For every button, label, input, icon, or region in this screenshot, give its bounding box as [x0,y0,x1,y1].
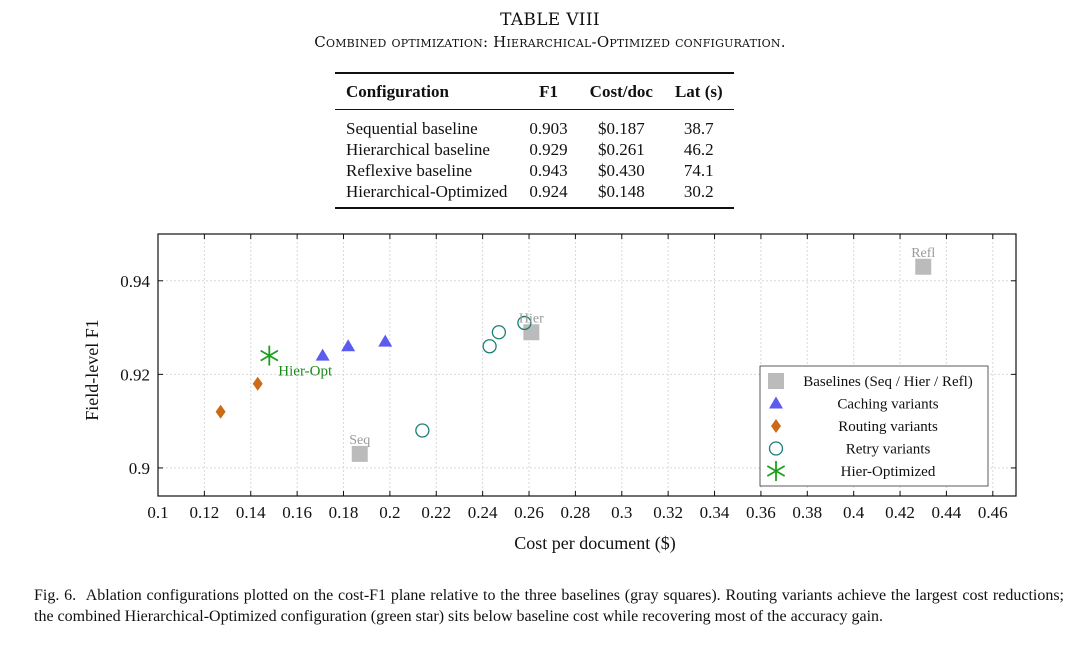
x-tick-label: 0.36 [746,503,776,522]
x-tick-label: 0.24 [468,503,498,522]
table-cell: 0.924 [529,182,568,201]
x-tick-label: 0.42 [885,503,915,522]
retry-marker [482,339,497,354]
y-tick-label: 0.92 [120,365,150,384]
baseline-marker [351,445,368,462]
retry-marker [491,325,507,340]
legend-caching-marker [769,396,783,409]
legend-label: Baselines (Seq / Hier / Refl) [803,374,973,390]
table-cell: 38.7 [683,119,714,138]
x-tick-label: 0.12 [190,503,220,522]
x-tick-label: 0.32 [653,503,683,522]
x-tick-label: 0.34 [700,503,730,522]
table-row: Sequential baseline 0.903 $0.187 38.7 [335,110,734,140]
routing-marker [215,404,226,419]
legend-label: Routing variants [838,419,938,435]
caching-marker [315,348,330,361]
legend-hier-optimized-marker [766,461,786,481]
table-row: Hierarchical-Optimized 0.924 $0.148 30.2 [335,181,734,208]
legend-label: Hier-Optimized [841,464,936,480]
column-header: F1 [539,82,558,101]
x-tick-label: 0.46 [978,503,1008,522]
caching-marker [341,339,356,352]
retry-marker [415,423,430,438]
x-axis-label: Cost per document ($) [514,533,675,554]
x-tick-label: 0.44 [932,503,962,522]
x-tick-label: 0.26 [514,503,544,522]
x-tick-label: 0.1 [147,503,168,522]
table-cell: 46.2 [683,140,714,159]
x-tick-label: 0.14 [236,503,266,522]
caching-marker [378,334,393,347]
x-tick-label: 0.22 [421,503,451,522]
point-label: Hier [519,311,544,326]
table-cell: 0.903 [529,119,568,138]
x-tick-label: 0.28 [561,503,591,522]
point-label: Hier-Opt [278,364,333,380]
table-cell: 0.929 [529,140,568,159]
legend-baseline-marker [768,373,784,389]
table-cell: $0.148 [597,182,645,201]
table-number: TABLE VIII [500,10,600,30]
table-row: Hierarchical baseline 0.929 $0.261 46.2 [335,139,734,160]
x-tick-label: 0.18 [329,503,359,522]
routing-marker [252,376,263,391]
table-cell: Hierarchical baseline [346,140,490,159]
table-header-row: Configuration F1 Cost/doc Lat (s) [335,73,734,110]
x-tick-label: 0.16 [282,503,312,522]
table-cell: $0.187 [597,119,645,138]
legend-retry-marker [768,441,784,456]
legend-label: Caching variants [837,397,938,413]
legend-box [759,365,989,487]
plot-frame [157,233,1017,497]
table-cell: 30.2 [683,182,714,201]
table-row: Reflexive baseline 0.943 $0.430 74.1 [335,160,734,181]
table-cell: 74.1 [683,161,714,180]
legend-routing-marker [771,419,781,433]
x-tick-label: 0.2 [379,503,400,522]
x-tick-label: 0.3 [611,503,632,522]
y-axis-label: Field-level F1 [82,319,102,421]
baseline-marker [915,258,932,275]
point-label: Refl [911,246,935,261]
legend-label: Retry variants [846,442,931,458]
x-tick-label: 0.38 [792,503,822,522]
baseline-marker [523,324,540,341]
y-tick-label: 0.9 [129,459,150,478]
table-cell: Reflexive baseline [346,161,473,180]
table-cell: $0.261 [597,140,645,159]
column-header: Cost/doc [589,82,653,101]
point-label: Seq [349,433,370,448]
results-table: Configuration F1 Cost/doc Lat (s) Sequen… [335,72,734,209]
table-caption: TABLE VIII Combined optimization: Hierar… [0,10,1080,51]
column-header: Configuration [346,82,449,101]
figure-caption-text: Ablation configurations plotted on the c… [34,587,1065,625]
table-cell: 0.943 [529,161,568,180]
figure-label: Fig. 6. [34,587,77,604]
y-tick-label: 0.94 [120,272,150,291]
column-header: Lat (s) [674,82,723,101]
table-cell: Sequential baseline [346,119,478,138]
x-tick-label: 0.4 [843,503,865,522]
retry-marker [517,315,532,331]
figure-caption: Fig. 6. Ablation configurations plotted … [34,585,1064,627]
table-title: Combined optimization: Hierarchical-Opti… [314,33,786,51]
table-cell: $0.430 [597,161,645,180]
table-cell: Hierarchical-Optimized [346,182,508,201]
scatter-chart: 0.1 0.12 0.14 0.16 0.18 0.2 0.22 0.24 0.26 0.28 0.… [82,233,1017,554]
hier-optimized-marker [260,345,279,366]
